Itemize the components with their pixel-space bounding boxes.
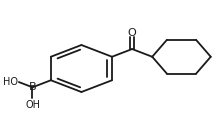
Text: B: B — [29, 82, 36, 92]
Text: HO: HO — [3, 77, 18, 87]
Text: O: O — [128, 28, 137, 38]
Text: OH: OH — [26, 100, 41, 110]
